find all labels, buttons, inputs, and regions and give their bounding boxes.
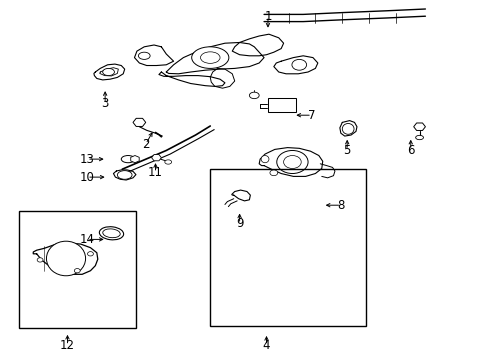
Ellipse shape [191, 47, 228, 68]
Ellipse shape [276, 150, 307, 174]
Text: 1: 1 [264, 10, 271, 23]
Text: 10: 10 [80, 171, 94, 184]
Text: 5: 5 [343, 144, 350, 157]
Text: 7: 7 [307, 109, 315, 122]
Text: 6: 6 [406, 144, 414, 157]
Ellipse shape [99, 227, 123, 240]
Ellipse shape [121, 156, 135, 163]
Ellipse shape [37, 258, 43, 262]
Text: 4: 4 [262, 339, 270, 352]
Text: 2: 2 [142, 138, 149, 150]
Bar [19, 211, 136, 328]
Text: 11: 11 [148, 166, 163, 179]
Ellipse shape [415, 135, 423, 140]
Bar [267, 98, 296, 112]
Bar [210, 169, 365, 326]
Ellipse shape [102, 229, 120, 238]
Ellipse shape [74, 269, 80, 273]
Text: 13: 13 [80, 153, 94, 166]
Ellipse shape [46, 241, 85, 276]
Ellipse shape [87, 252, 93, 256]
Text: 8: 8 [337, 199, 345, 212]
Text: 14: 14 [80, 233, 94, 246]
Text: 9: 9 [235, 217, 243, 230]
Ellipse shape [117, 171, 132, 179]
Ellipse shape [283, 156, 301, 168]
Text: 3: 3 [101, 97, 109, 110]
Ellipse shape [261, 156, 268, 163]
Ellipse shape [291, 59, 306, 70]
Ellipse shape [200, 52, 220, 63]
Ellipse shape [164, 160, 171, 164]
Ellipse shape [342, 123, 353, 134]
Text: 12: 12 [60, 339, 75, 352]
Ellipse shape [138, 52, 150, 59]
Ellipse shape [249, 92, 259, 99]
Ellipse shape [269, 170, 277, 176]
Ellipse shape [102, 68, 114, 76]
